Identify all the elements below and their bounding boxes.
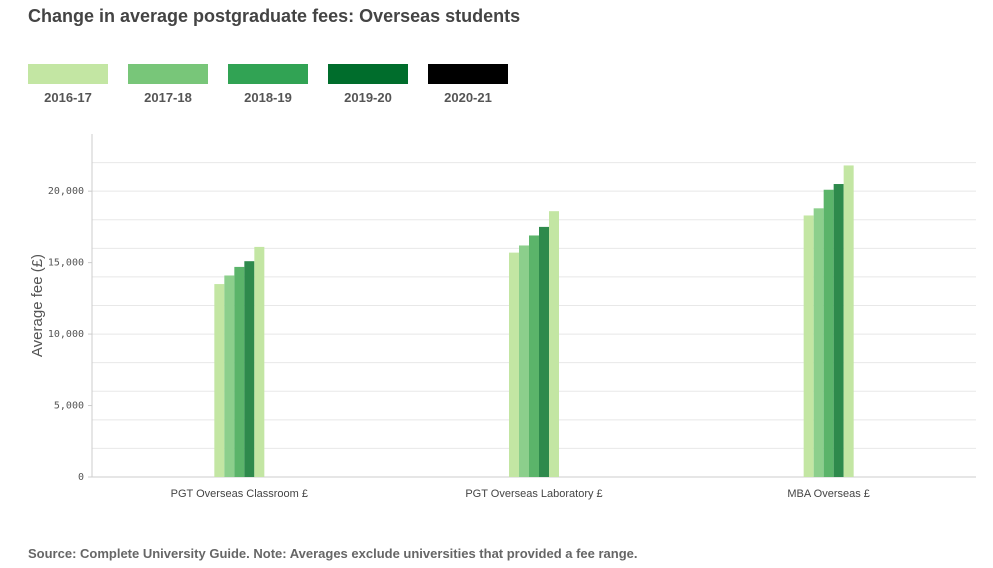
legend-item[interactable]: 2020-21 xyxy=(428,64,508,105)
legend-item[interactable]: 2018-19 xyxy=(228,64,308,105)
bar xyxy=(813,208,824,478)
y-tick-label: 15,000 xyxy=(48,258,84,269)
legend-label: 2017-18 xyxy=(144,90,192,105)
legend-label: 2018-19 xyxy=(244,90,292,105)
bar xyxy=(539,226,549,477)
bar xyxy=(803,215,814,477)
legend-item[interactable]: 2019-20 xyxy=(328,64,408,105)
x-tick-label: PGT Overseas Laboratory £ xyxy=(465,488,602,500)
bar xyxy=(519,245,529,477)
bar xyxy=(509,252,519,477)
bar xyxy=(254,246,265,477)
y-tick-label: 10,000 xyxy=(48,329,84,340)
legend-label: 2016-17 xyxy=(44,90,92,105)
bar xyxy=(244,261,255,477)
legend-label: 2019-20 xyxy=(344,90,392,105)
legend-item[interactable]: 2016-17 xyxy=(28,64,108,105)
legend-label: 2020-21 xyxy=(444,90,492,105)
bar xyxy=(549,211,559,478)
chart-legend: 2016-17 2017-18 2018-19 2019-20 2020-21 xyxy=(28,64,528,105)
chart-title: Change in average postgraduate fees: Ove… xyxy=(28,6,521,26)
bar xyxy=(214,284,225,477)
x-tick-label: PGT Overseas Classroom £ xyxy=(171,488,308,500)
bar xyxy=(843,165,854,478)
bar xyxy=(224,275,235,477)
x-tick-label: MBA Overseas £ xyxy=(787,488,870,500)
bar xyxy=(823,189,834,478)
bar xyxy=(234,266,245,477)
legend-swatch xyxy=(228,64,308,84)
y-tick-label: 20,000 xyxy=(48,186,84,197)
bar xyxy=(529,235,539,477)
bar-chart: 0 5,000 10,000 15,000 20,000 Average fee (£) P… xyxy=(29,134,976,500)
legend-swatch xyxy=(428,64,508,84)
y-tick-label: 5,000 xyxy=(54,401,84,412)
y-axis-label: Average fee (£) xyxy=(29,254,46,357)
legend-swatch xyxy=(328,64,408,84)
source-note: Source: Complete University Guide. Note:… xyxy=(28,546,638,561)
legend-item[interactable]: 2017-18 xyxy=(128,64,208,105)
legend-swatch xyxy=(28,64,108,84)
bar xyxy=(833,184,844,478)
y-tick-label: 0 xyxy=(78,472,84,483)
legend-swatch xyxy=(128,64,208,84)
